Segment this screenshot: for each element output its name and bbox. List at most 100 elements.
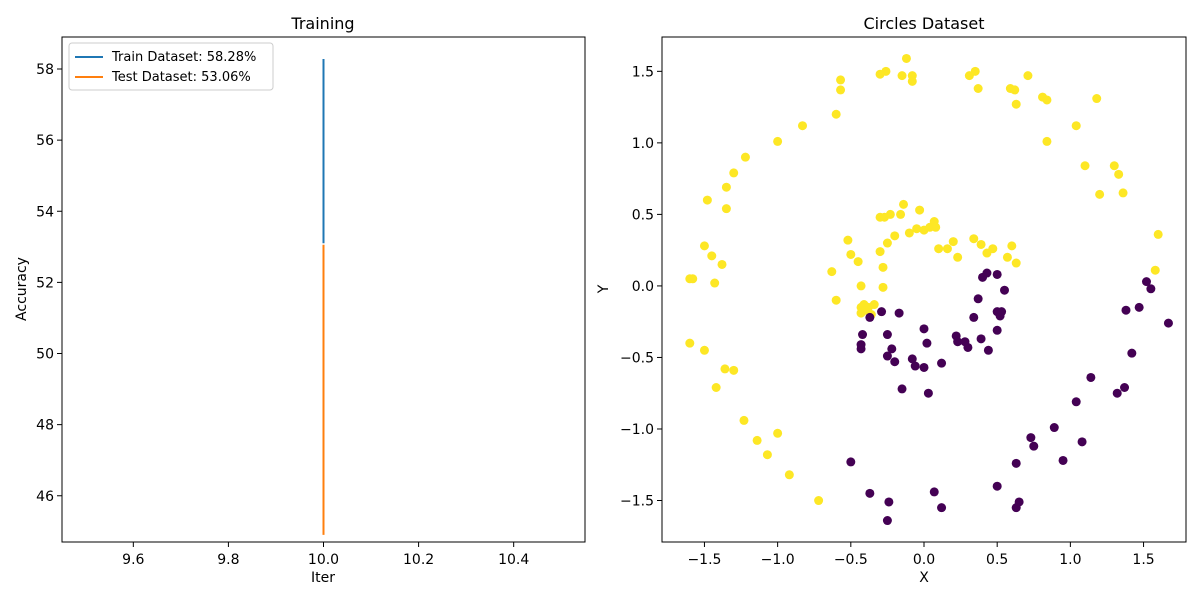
scatter-point-class-1 (836, 85, 846, 95)
scatter-point-class-1 (970, 66, 980, 76)
scatter-point-class-1 (882, 238, 892, 248)
scatter-point-class-1 (904, 228, 914, 238)
y-tick-label: 46 (36, 489, 54, 505)
scatter-point-class-0 (997, 307, 1007, 317)
scatter-point-class-0 (963, 342, 973, 352)
tick-group: 9.6 9.8 10.0 10.2 10.4 46 48 50 52 54 56 58 (36, 62, 529, 568)
scatter-point-class-1 (1010, 85, 1020, 95)
scatter-point-class-1 (721, 204, 731, 214)
scatter-point-class-1 (942, 244, 952, 254)
scatter-point-class-0 (929, 487, 939, 497)
scatter-point-class-1 (853, 257, 863, 267)
scatter-point-class-1 (878, 262, 888, 272)
scatter-point-class-0 (897, 384, 907, 394)
scatter-point-class-1 (1092, 94, 1102, 104)
scatter-point-class-0 (846, 457, 856, 467)
scatter-point-class-1 (711, 383, 721, 392)
scatter-point-class-1 (699, 345, 709, 355)
x-tick-label: 10.4 (498, 552, 529, 568)
scatter-point-class-1 (885, 209, 895, 219)
scatter-point-class-1 (740, 152, 750, 162)
scatter-point-class-1 (931, 222, 941, 232)
scatter-point-class-1 (912, 224, 922, 234)
scatter-point-class-1 (897, 71, 907, 81)
chart-title: Training (290, 14, 354, 33)
scatter-point-class-1 (836, 75, 846, 85)
scatter-point-class-1 (973, 84, 983, 93)
y-tick-label: 50 (36, 347, 54, 363)
scatter-point-class-0 (969, 312, 979, 322)
scatter-point-class-0 (1146, 284, 1156, 294)
scatter-point-class-1 (773, 136, 783, 146)
scatter-point-class-0 (858, 330, 868, 340)
scatter-point-class-1 (915, 205, 925, 215)
scatter-point-class-1 (846, 249, 856, 259)
y-tick-label: 1.5 (632, 64, 654, 80)
scatter-point-class-0 (992, 481, 1002, 491)
scatter-point-class-0 (1014, 497, 1024, 507)
y-tick-label: −1.0 (620, 422, 654, 438)
x-tick-label: 1.5 (1132, 552, 1154, 568)
scatter-point-class-1 (896, 209, 906, 219)
y-tick-label: 1.0 (632, 136, 654, 152)
scatter-point-class-1 (720, 364, 730, 374)
scatter-point-class-0 (982, 268, 992, 278)
scatter-point-class-1 (1011, 258, 1021, 268)
scatter-point-class-0 (953, 337, 963, 347)
scatter-point-class-0 (894, 308, 904, 318)
scatter-point-class-0 (882, 351, 892, 361)
scatter-point-class-1 (899, 199, 909, 209)
x-tick-label: 0.5 (986, 552, 1008, 568)
scatter-point-class-1 (890, 231, 900, 241)
plot-frame (61, 36, 586, 543)
scatter-point-class-1 (1114, 169, 1124, 179)
legend: Train Dataset: 58.28% Test Dataset: 53.0… (68, 42, 274, 91)
scatter-point-class-0 (856, 340, 866, 350)
scatter-point-class-1 (869, 300, 879, 310)
scatter-point-class-1 (1023, 71, 1033, 81)
y-tick-label: 48 (36, 418, 54, 434)
scatter-point-class-1 (729, 168, 739, 178)
scatter-point-class-0 (1058, 455, 1068, 465)
scatter-point-class-0 (992, 325, 1002, 335)
scatter-point-class-0 (1120, 383, 1130, 392)
scatter-point-class-0 (907, 354, 917, 364)
scatter-point-class-1 (762, 450, 772, 460)
scatter-point-class-0 (1071, 397, 1081, 407)
circles-dataset-chart: Circles Dataset X Y −1.5 −1.0 −0.5 0.0 0.5 1.… (596, 14, 1187, 586)
scatter-point-class-0 (983, 345, 993, 355)
scatter-point-class-0 (1163, 318, 1173, 328)
scatter-point-class-0 (865, 312, 875, 322)
y-tick-label: 52 (36, 275, 54, 291)
scatter-point-class-0 (973, 294, 983, 304)
scatter-point-class-1 (881, 66, 891, 76)
scatter-point-class-1 (688, 274, 698, 284)
scatter-point-class-1 (710, 278, 720, 288)
chart-title: Circles Dataset (863, 14, 984, 33)
scatter-point-class-1 (1007, 241, 1017, 251)
y-tick-label: 56 (36, 133, 54, 149)
scatter-point-class-1 (907, 76, 917, 86)
y-axis-label: Y (596, 284, 612, 294)
scatter-point-class-1 (1071, 121, 1081, 131)
scatter-point-class-1 (969, 234, 979, 244)
scatter-point-class-1 (685, 338, 695, 348)
scatter-point-class-1 (717, 259, 727, 269)
scatter-point-class-1 (702, 195, 712, 205)
scatter-point-class-1 (953, 252, 963, 262)
y-axis-label: Accuracy (14, 257, 30, 321)
scatter-point-class-1 (1095, 189, 1105, 199)
x-tick-label: 0.0 (913, 552, 935, 568)
x-axis-label: X (919, 570, 929, 586)
scatter-point-class-0 (890, 357, 900, 367)
scatter-point-class-0 (1029, 441, 1039, 451)
legend-label-train: Train Dataset: 58.28% (111, 50, 256, 65)
y-tick-label: 54 (36, 204, 54, 220)
scatter-point-class-1 (773, 428, 783, 438)
scatter-point-class-1 (856, 281, 866, 291)
scatter-point-class-0 (865, 488, 875, 498)
scatter-point-class-0 (1049, 423, 1059, 433)
scatter-point-class-1 (707, 251, 717, 261)
scatter-point-class-0 (1141, 277, 1151, 287)
